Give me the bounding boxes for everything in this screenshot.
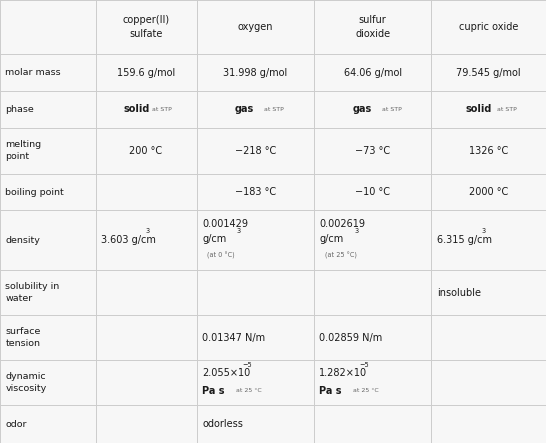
Text: 3: 3 xyxy=(354,228,359,233)
Text: 3: 3 xyxy=(146,229,150,234)
Text: molar mass: molar mass xyxy=(5,68,61,77)
Text: −183 °C: −183 °C xyxy=(235,187,276,197)
Text: −218 °C: −218 °C xyxy=(235,146,276,156)
Text: odor: odor xyxy=(5,420,27,429)
Text: 3: 3 xyxy=(237,228,241,233)
Text: insoluble: insoluble xyxy=(437,288,481,298)
Text: (at 0 °C): (at 0 °C) xyxy=(207,252,235,260)
Text: dynamic
viscosity: dynamic viscosity xyxy=(5,373,47,393)
Text: 31.998 g/mol: 31.998 g/mol xyxy=(223,68,287,78)
Text: solid: solid xyxy=(465,105,491,114)
Text: melting
point: melting point xyxy=(5,140,41,161)
Text: at STP: at STP xyxy=(497,107,517,112)
Text: gas: gas xyxy=(353,105,372,114)
Text: solid: solid xyxy=(124,105,150,114)
Text: (at 25 °C): (at 25 °C) xyxy=(325,252,357,260)
Text: at 25 °C: at 25 °C xyxy=(232,389,262,393)
Text: 1.282×10: 1.282×10 xyxy=(319,368,367,378)
Text: g/cm: g/cm xyxy=(319,233,343,244)
Text: at STP: at STP xyxy=(382,107,401,112)
Text: 3: 3 xyxy=(482,229,486,234)
Text: 0.01347 N/m: 0.01347 N/m xyxy=(202,333,265,343)
Text: oxygen: oxygen xyxy=(238,22,273,32)
Text: at 25 °C: at 25 °C xyxy=(349,389,379,393)
Text: copper(II)
sulfate: copper(II) sulfate xyxy=(122,15,170,39)
Text: odorless: odorless xyxy=(202,419,243,429)
Text: Pa s: Pa s xyxy=(319,386,342,396)
Text: 1326 °C: 1326 °C xyxy=(469,146,508,156)
Text: 64.06 g/mol: 64.06 g/mol xyxy=(343,68,402,78)
Text: at STP: at STP xyxy=(264,107,284,112)
Text: 0.001429: 0.001429 xyxy=(202,218,248,229)
Text: g/cm: g/cm xyxy=(202,233,226,244)
Text: gas: gas xyxy=(235,105,254,114)
Text: surface
tension: surface tension xyxy=(5,327,41,348)
Text: 0.002619: 0.002619 xyxy=(319,218,365,229)
Text: 2000 °C: 2000 °C xyxy=(469,187,508,197)
Text: Pa s: Pa s xyxy=(202,386,224,396)
Text: at STP: at STP xyxy=(152,107,172,112)
Text: solubility in
water: solubility in water xyxy=(5,282,60,303)
Text: cupric oxide: cupric oxide xyxy=(459,22,518,32)
Text: −10 °C: −10 °C xyxy=(355,187,390,197)
Text: sulfur
dioxide: sulfur dioxide xyxy=(355,15,390,39)
Text: density: density xyxy=(5,236,40,245)
Text: boiling point: boiling point xyxy=(5,187,64,197)
Text: 3.603 g/cm: 3.603 g/cm xyxy=(101,235,156,245)
Text: 200 °C: 200 °C xyxy=(129,146,163,156)
Text: 79.545 g/mol: 79.545 g/mol xyxy=(456,68,521,78)
Text: 2.055×10: 2.055×10 xyxy=(202,368,250,378)
Text: 159.6 g/mol: 159.6 g/mol xyxy=(117,68,175,78)
Text: −73 °C: −73 °C xyxy=(355,146,390,156)
Text: −5: −5 xyxy=(359,362,369,368)
Text: 0.02859 N/m: 0.02859 N/m xyxy=(319,333,383,343)
Text: 6.315 g/cm: 6.315 g/cm xyxy=(437,235,492,245)
Text: phase: phase xyxy=(5,105,34,114)
Text: −5: −5 xyxy=(242,362,252,368)
